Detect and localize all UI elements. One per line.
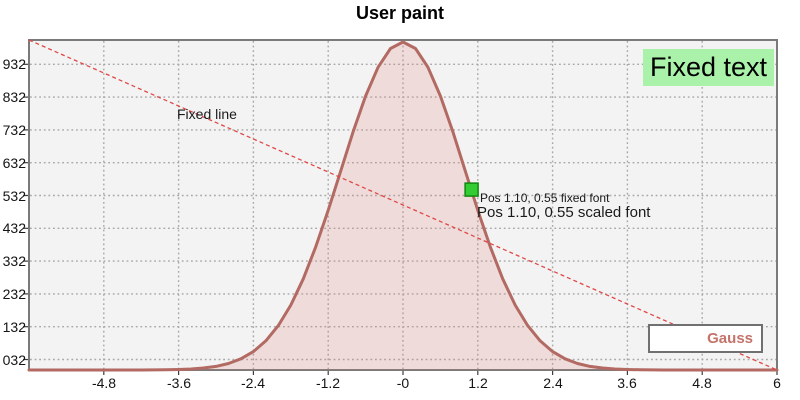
gauss-area — [29, 42, 777, 370]
y-axis-label: 732 — [2, 122, 26, 138]
y-axis-label: 032 — [2, 352, 26, 368]
fixed-line-label: Fixed line — [177, 106, 237, 122]
y-axis-label: 432 — [2, 220, 26, 236]
x-axis-label: 6 — [773, 375, 781, 391]
legend-item-gauss[interactable]: Gauss — [707, 330, 753, 347]
y-axis-label: 332 — [2, 253, 26, 269]
x-axis-label: 4.8 — [692, 375, 712, 391]
x-axis-label: -1.2 — [315, 375, 341, 391]
marker-annotation-fixed-font: Pos 1.10, 0.55 fixed font — [480, 191, 610, 205]
chart-title: User paint — [355, 3, 445, 23]
fixed-dashed-line — [28, 39, 778, 371]
fixed-text-annotation: Fixed text — [643, 49, 775, 86]
x-axis-label: -2.4 — [240, 375, 266, 391]
gauss-line — [27, 40, 779, 372]
y-axis-label: 932 — [2, 56, 26, 72]
marker-annotation-scaled-font: Pos 1.10, 0.55 scaled font — [477, 204, 651, 221]
marker-square — [464, 182, 479, 197]
y-axis-label: 132 — [2, 319, 26, 335]
y-axis-label: 532 — [2, 188, 26, 204]
y-axis-label: 632 — [2, 155, 26, 171]
legend[interactable]: Gauss — [648, 324, 763, 353]
x-axis-label: -3.6 — [166, 375, 192, 391]
x-axis-label: -4.8 — [91, 375, 117, 391]
plot-frame — [28, 39, 778, 371]
x-axis-label: 2.4 — [543, 375, 563, 391]
x-axis-label: 1.2 — [468, 375, 488, 391]
x-axis-label: -0 — [396, 375, 410, 391]
y-axis-label: 832 — [2, 89, 26, 105]
y-axis-label: 232 — [2, 286, 26, 302]
x-axis-label: 3.6 — [617, 375, 637, 391]
